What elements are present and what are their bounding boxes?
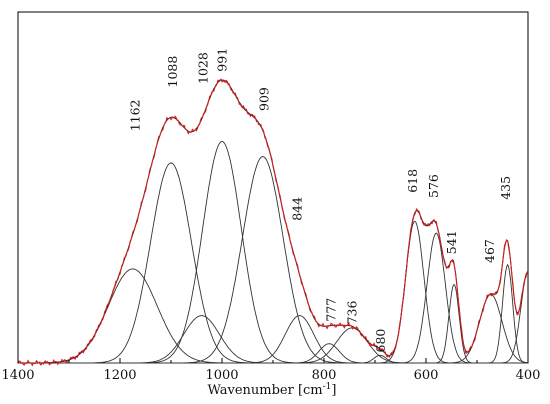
component-band-15 [18, 271, 529, 364]
peak-label-435: 435 [498, 176, 513, 200]
component-band-1 [18, 268, 528, 364]
component-band-12 [18, 284, 528, 364]
measured-spectrum-line [17, 78, 529, 367]
peak-label-576: 576 [426, 174, 441, 198]
x-tick-label-800: 800 [312, 368, 337, 383]
peak-label-467: 467 [482, 239, 497, 263]
x-tick-label-400: 400 [516, 368, 541, 383]
peak-label-909: 909 [256, 87, 271, 111]
x-tick-label-600: 600 [414, 368, 439, 383]
x-axis-ticks: 1400 1200 1000 800 600 400 [1, 358, 540, 383]
peak-label-1088: 1088 [165, 56, 180, 88]
peak-label-541: 541 [444, 230, 459, 254]
x-tick-label-1400: 1400 [1, 368, 34, 383]
plot-frame [17, 11, 529, 364]
fitted-envelope [18, 79, 529, 364]
x-tick-label-1200: 1200 [103, 368, 136, 383]
peak-label-844: 844 [290, 197, 305, 221]
peak-label-777: 777 [324, 298, 339, 322]
peak-label-680: 680 [373, 329, 388, 353]
measured-spectrum [17, 78, 529, 367]
peak-label-736: 736 [345, 300, 360, 324]
fit-envelope-line [18, 79, 529, 364]
peak-label-618: 618 [405, 169, 420, 193]
peak-label-1162: 1162 [127, 99, 142, 131]
peak-labels: 1162 1088 1028 991 909 844 777 736 680 618 576 541 4… [127, 48, 513, 353]
peak-label-1028: 1028 [196, 52, 211, 84]
peak-label-991: 991 [215, 48, 230, 72]
x-tick-label-1000: 1000 [205, 368, 238, 383]
component-band-14 [18, 263, 529, 364]
x-axis-label: Wavenumber [cm-1] [208, 382, 337, 398]
